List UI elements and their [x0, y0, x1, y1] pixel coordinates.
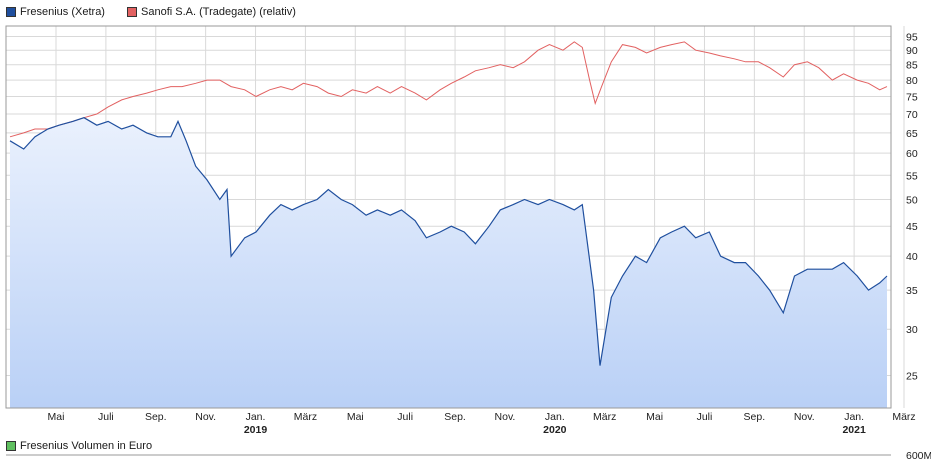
y-tick-label: 45	[906, 221, 918, 233]
legend-swatch-volume	[6, 441, 16, 451]
x-year-label: 2020	[543, 424, 567, 436]
x-year-label: 2019	[244, 424, 268, 436]
y-tick-label: 55	[906, 170, 918, 182]
legend-label-sanofi: Sanofi S.A. (Tradegate) (relativ)	[141, 6, 296, 18]
fresenius-area-fill	[10, 117, 887, 408]
y-tick-label: 30	[906, 324, 918, 336]
y-tick-label: 50	[906, 194, 918, 206]
fresenius-line	[9, 117, 888, 366]
x-tick-label: Juli	[397, 411, 413, 423]
x-tick-label: Juli	[98, 411, 114, 423]
y-tick-label: 25	[906, 371, 918, 383]
y-tick-label: 40	[906, 251, 918, 263]
y-tick-label: 70	[906, 109, 918, 121]
y-tick-label: 80	[906, 75, 918, 87]
x-tick-label: März	[294, 411, 317, 423]
y-tick-label: 90	[906, 45, 918, 57]
x-tick-label: März	[892, 411, 915, 423]
x-tick-label: Nov.	[794, 411, 815, 423]
x-tick-label: Nov.	[495, 411, 516, 423]
legend-volume: Fresenius Volumen in Euro	[6, 440, 152, 452]
x-tick-label: Mai	[347, 411, 364, 423]
y-tick-label: 75	[906, 92, 918, 104]
legend-sanofi: Sanofi S.A. (Tradegate) (relativ)	[127, 6, 296, 18]
x-tick-label: Mai	[646, 411, 663, 423]
x-tick-label: Jan.	[545, 411, 565, 423]
x-tick-label: Juli	[697, 411, 713, 423]
y-tick-label: 95	[906, 31, 918, 43]
y-axis-labels: 25 30 35 40 45 50 55 60 65 70 75 80 85 90 95	[906, 31, 918, 382]
legend-fresenius: Fresenius (Xetra)	[6, 6, 105, 18]
x-tick-label: Jan.	[246, 411, 266, 423]
legend-swatch-fresenius	[6, 7, 16, 17]
x-tick-label: März	[593, 411, 616, 423]
x-tick-label: Sep.	[444, 411, 466, 423]
y-tick-label: 65	[906, 128, 918, 140]
x-tick-label: Jan.	[844, 411, 864, 423]
x-tick-label: Sep.	[145, 411, 167, 423]
legend-swatch-sanofi	[127, 7, 137, 17]
volume-axis-label: 600M	[906, 450, 931, 460]
legend-label-volume: Fresenius Volumen in Euro	[20, 440, 153, 452]
x-tick-label: Sep.	[744, 411, 766, 423]
legend-label-fresenius: Fresenius (Xetra)	[20, 6, 105, 18]
y-tick-label: 60	[906, 148, 918, 160]
plot-frame	[5, 25, 892, 409]
y-tick-label: 35	[906, 285, 918, 297]
x-tick-label: Mai	[48, 411, 65, 423]
sanofi-line	[9, 41, 888, 138]
x-year-label: 2021	[842, 424, 866, 436]
x-tick-label: Nov.	[195, 411, 216, 423]
y-tick-label: 85	[906, 60, 918, 72]
